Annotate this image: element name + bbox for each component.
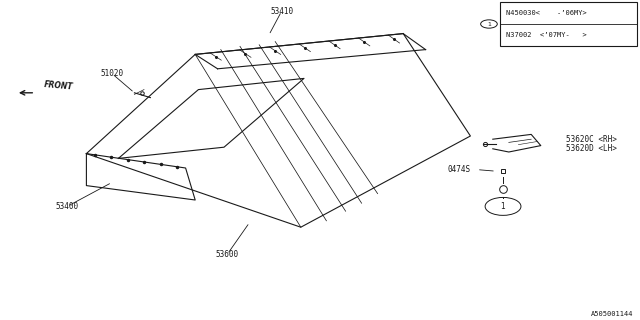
Bar [500, 2, 637, 46]
Text: A505001144: A505001144 [591, 311, 634, 317]
Text: 1: 1 [500, 202, 506, 211]
Text: 0474S: 0474S [447, 165, 470, 174]
Text: 1: 1 [487, 21, 491, 27]
Text: 53400: 53400 [56, 202, 79, 211]
Text: 53620D <LH>: 53620D <LH> [566, 144, 617, 153]
Text: 51020: 51020 [100, 69, 124, 78]
Text: 53410: 53410 [270, 7, 293, 16]
Text: N37002  <’07MY-   >: N37002 <’07MY- > [506, 32, 586, 38]
Text: N450030<    -’06MY>: N450030< -’06MY> [506, 10, 586, 16]
Text: 53620C <RH>: 53620C <RH> [566, 135, 617, 144]
Text: FRONT: FRONT [44, 80, 74, 91]
Text: 53600: 53600 [216, 250, 239, 259]
